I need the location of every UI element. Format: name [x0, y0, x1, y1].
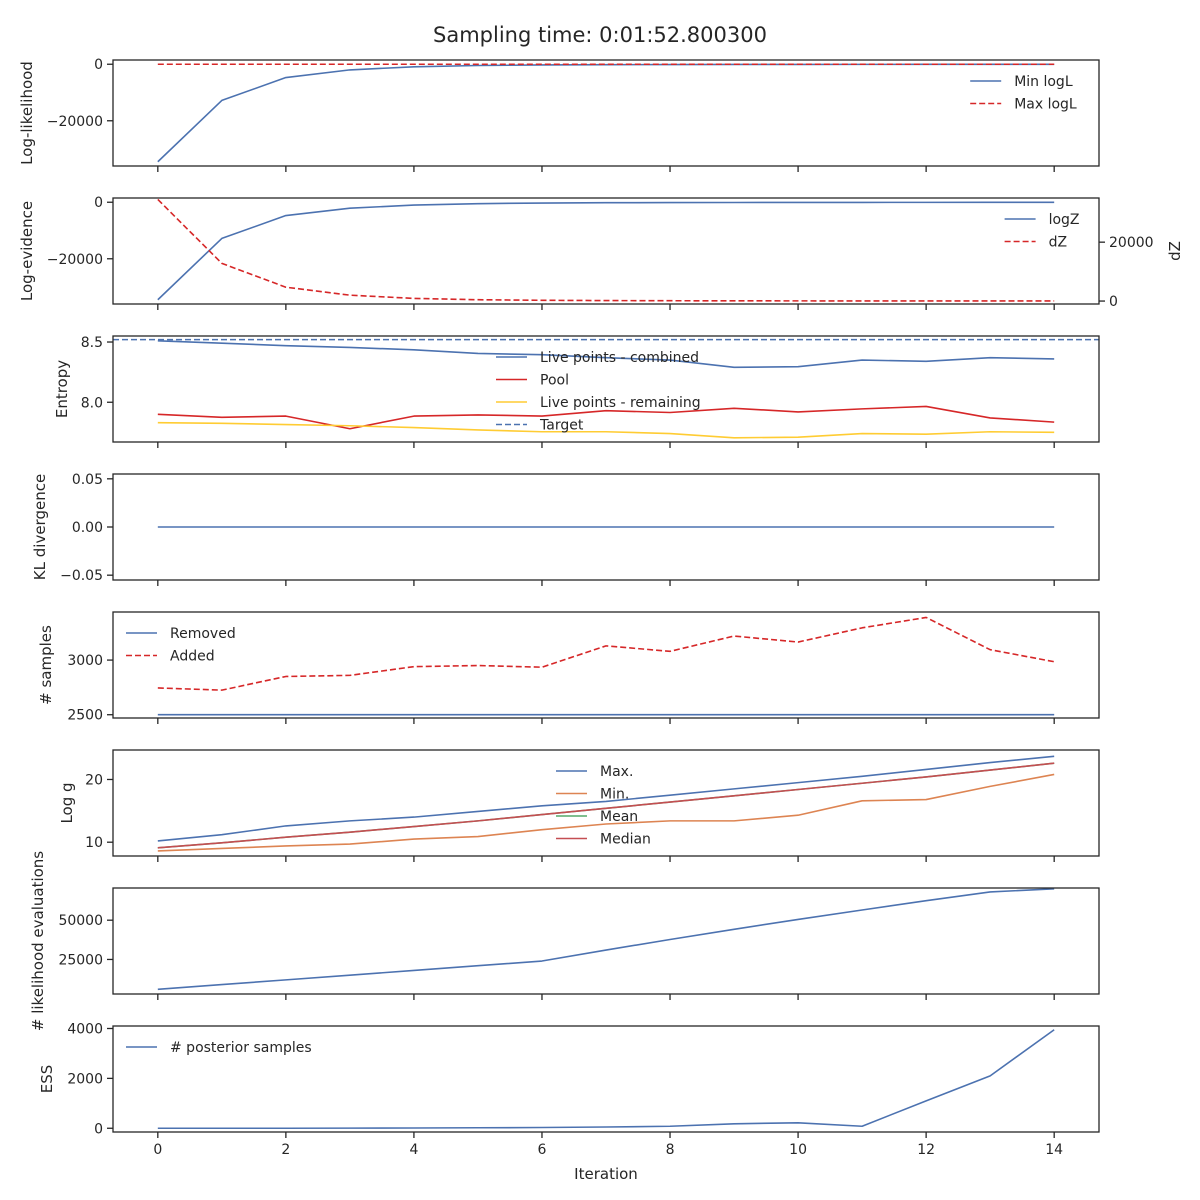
y-tick-label: −0.05: [60, 568, 103, 584]
y-tick-label: 0: [94, 1121, 103, 1137]
series-group: [157, 1029, 1055, 1130]
x-tick-label: 0: [153, 1142, 162, 1158]
legend-label-max-logl: Max logL: [1014, 97, 1077, 113]
y-tick-label: 20: [85, 772, 103, 788]
series-line-added: [157, 616, 1055, 691]
legend-label-median: Median: [600, 832, 651, 848]
y-axis-label: Entropy: [53, 360, 71, 418]
y-axis-label: KL divergence: [31, 474, 49, 580]
subplot-2: −20000 0 Log-evidence 0 20000 dZ logZ dZ: [18, 195, 1184, 310]
y-right-axis-label: dZ: [1166, 241, 1184, 261]
legend-label-min-logl: Min logL: [1014, 74, 1073, 90]
x-tick-label: 12: [917, 1142, 935, 1158]
y-axis-label: ESS: [38, 1065, 56, 1094]
series-group: [157, 888, 1055, 991]
subplot-4: −0.05 0.00 0.05 KL divergence: [31, 472, 1100, 586]
legend-label-mean: Mean: [600, 809, 638, 825]
series-line-pool: [157, 405, 1055, 430]
legend-label-live-points-combined: Live points - combined: [540, 350, 699, 366]
y-tick-label: 2500: [67, 708, 103, 724]
y-tick-label: 0: [94, 195, 103, 211]
y-tick-label: 10: [85, 835, 103, 851]
series-line-max: [157, 755, 1055, 842]
series-group: [157, 616, 1055, 716]
y-tick-label: −20000: [47, 252, 103, 268]
axes-frame: [112, 59, 1100, 167]
legend-label-posterior-samples: # posterior samples: [170, 1040, 312, 1056]
series-line-evaluations: [157, 888, 1055, 991]
subplot-6: 10 20 Log g Max. Min. Mean Median: [58, 749, 1100, 862]
series-line-live-points-combined: [157, 340, 1055, 369]
x-tick-label: 6: [538, 1142, 547, 1158]
axes-frame: [112, 749, 1100, 857]
y-right-tick-label: 0: [1109, 294, 1118, 310]
y-tick-label: 2000: [67, 1071, 103, 1087]
legend: logZ dZ: [1004, 212, 1080, 251]
legend: Max. Min. Mean Median: [556, 764, 651, 848]
series-line-min-logl: [157, 63, 1055, 163]
figure-title: Sampling time: 0:01:52.800300: [433, 23, 767, 47]
y-axis-label: Log-likelihood: [18, 61, 36, 165]
y-tick-label: 4000: [67, 1021, 103, 1037]
x-tick-label: 4: [409, 1142, 418, 1158]
subplot-1: −20000 0 Log-likelihood Min logL Max logL: [18, 57, 1100, 172]
series-group: [157, 63, 1055, 163]
legend-label-live-points-remaining: Live points - remaining: [540, 395, 701, 411]
series-group: [157, 198, 1055, 302]
axes-frame: [112, 197, 1100, 305]
legend-label-logz: logZ: [1049, 212, 1080, 228]
series-line-median: [157, 762, 1055, 849]
legend: Min logL Max logL: [970, 74, 1077, 113]
legend-label-added: Added: [170, 649, 215, 665]
y-tick-label: 25000: [58, 952, 103, 968]
legend-label-min: Min.: [600, 787, 629, 803]
y-tick-label: 0: [94, 57, 103, 73]
x-axis-label: Iteration: [574, 1165, 638, 1183]
axes-frame: [112, 611, 1100, 719]
x-tick-label: 10: [789, 1142, 807, 1158]
series-line-min: [157, 773, 1055, 852]
legend-label-pool: Pool: [540, 373, 569, 389]
subplot-5: 2500 3000 # samples Removed Added: [37, 611, 1100, 724]
y-right-tick-label: 20000: [1109, 235, 1154, 251]
y-tick-label: 8.0: [81, 395, 103, 411]
axes-frame: [112, 887, 1100, 995]
series-line-dz: [157, 198, 1055, 302]
series-group: [157, 755, 1055, 852]
y-tick-label: 3000: [67, 653, 103, 669]
legend: # posterior samples: [126, 1040, 312, 1056]
subplot-7: 25000 50000 # likelihood evaluations: [29, 851, 1100, 1031]
axes-frame: [112, 335, 1100, 443]
x-tick-label: 14: [1045, 1142, 1063, 1158]
legend-label-target: Target: [539, 418, 584, 434]
x-tick-label: 2: [281, 1142, 290, 1158]
x-tick-label: 8: [666, 1142, 675, 1158]
series-line-logz: [157, 201, 1055, 301]
subplot-8: 0 2 4 6 8 10 12 14 0 2000 4000 ESS # posterior sampl…: [38, 1021, 1100, 1158]
series-line-live-points-remaining: [157, 421, 1055, 439]
y-axis-label: Log-evidence: [18, 201, 36, 301]
y-axis-label: # samples: [37, 625, 55, 705]
legend: Live points - combined Pool Live points - …: [496, 350, 701, 434]
y-tick-label: 8.5: [81, 335, 103, 351]
y-tick-label: 50000: [58, 913, 103, 929]
legend-label-removed: Removed: [170, 626, 236, 642]
legend-label-dz: dZ: [1049, 235, 1067, 251]
y-tick-label: 0.00: [72, 520, 103, 536]
series-line-posterior-samples: [157, 1029, 1055, 1130]
series-group: [113, 338, 1099, 439]
y-tick-label: −20000: [47, 114, 103, 130]
legend: Removed Added: [126, 626, 236, 665]
legend-label-max: Max.: [600, 764, 633, 780]
y-axis-label: # likelihood evaluations: [29, 851, 47, 1031]
y-tick-label: 0.05: [72, 472, 103, 488]
y-axis-label: Log g: [58, 782, 76, 823]
